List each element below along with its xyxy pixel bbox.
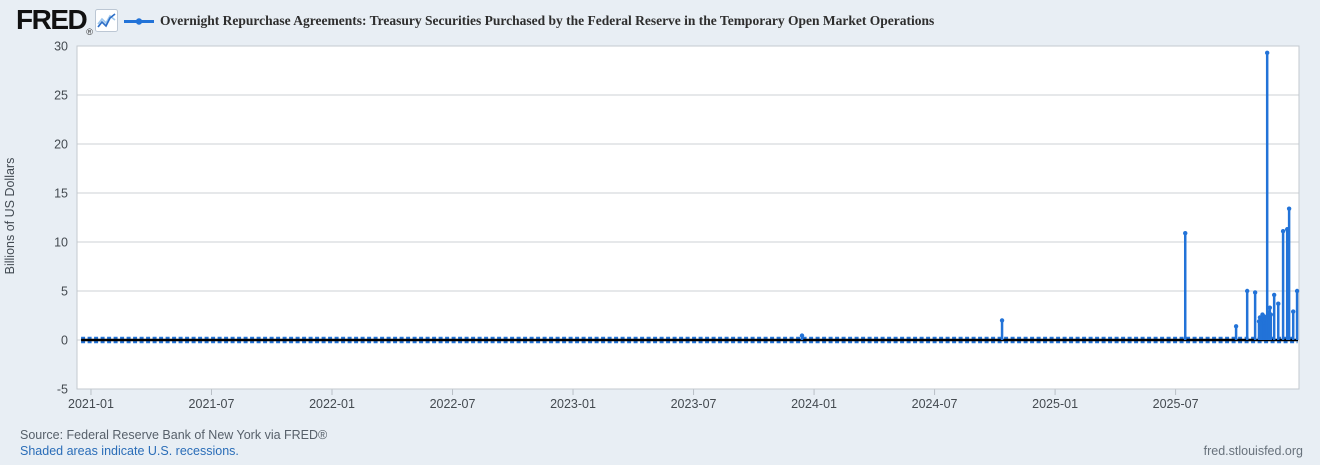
x-tick-label: 2021-01 [68,397,114,411]
series-spike-marker [999,318,1005,323]
series-spike-marker [1268,312,1274,317]
series-spike-marker [1183,230,1188,236]
series-spike-marker [1271,292,1277,298]
y-tick-label: 5 [61,285,68,299]
x-tick-label: 2024-07 [912,397,958,411]
plot-border [76,45,1300,390]
x-tick-label: 2021-07 [189,397,235,411]
series-spike-marker [1264,50,1270,56]
series-spike-marker [1291,309,1296,314]
x-tick-label: 2024-01 [791,397,837,411]
plot-background [77,46,1299,389]
series-spike-marker [1244,288,1250,294]
x-tick-label: 2023-01 [550,397,596,411]
series-spike-marker [1276,301,1281,306]
registered-mark: ® [86,27,93,37]
series-spike-marker [1280,229,1286,234]
y-tick-label: 15 [54,187,68,201]
line-chart-icon [95,9,118,32]
x-tick-label: 2025-07 [1153,397,1199,411]
y-tick-label: 0 [61,334,68,348]
y-tick-label: -5 [57,383,68,397]
recessions-link[interactable]: Shaded areas indicate U.S. recessions. [20,444,239,458]
series-spike-marker [1286,206,1292,211]
fred-logo-text: FRED [16,4,88,35]
series-spike-marker [799,333,805,338]
legend-line-marker [124,18,154,25]
fred-logo[interactable]: FRED® [16,4,93,37]
source-note: Source: Federal Reserve Bank of New York… [20,428,328,442]
series-spike-marker [1267,305,1273,310]
y-tick-label: 25 [54,89,68,103]
series-title: Overnight Repurchase Agreements: Treasur… [160,13,935,28]
series-spike-marker [1294,288,1300,294]
y-tick-label: 20 [54,138,68,152]
x-tick-label: 2022-07 [430,397,476,411]
x-tick-label: 2023-07 [671,397,717,411]
y-tick-label: 30 [54,40,68,54]
x-tick-label: 2025-01 [1032,397,1078,411]
series-spike-marker [1233,324,1239,329]
fred-url-link[interactable]: fred.stlouisfed.org [1203,444,1303,458]
series-spike-marker [1252,290,1258,295]
x-tick-label: 2022-01 [309,397,355,411]
y-tick-label: 10 [54,236,68,250]
